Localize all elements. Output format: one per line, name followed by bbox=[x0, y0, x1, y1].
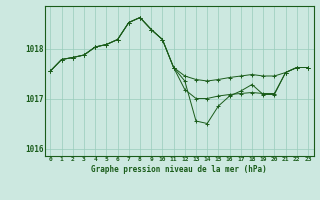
X-axis label: Graphe pression niveau de la mer (hPa): Graphe pression niveau de la mer (hPa) bbox=[91, 165, 267, 174]
